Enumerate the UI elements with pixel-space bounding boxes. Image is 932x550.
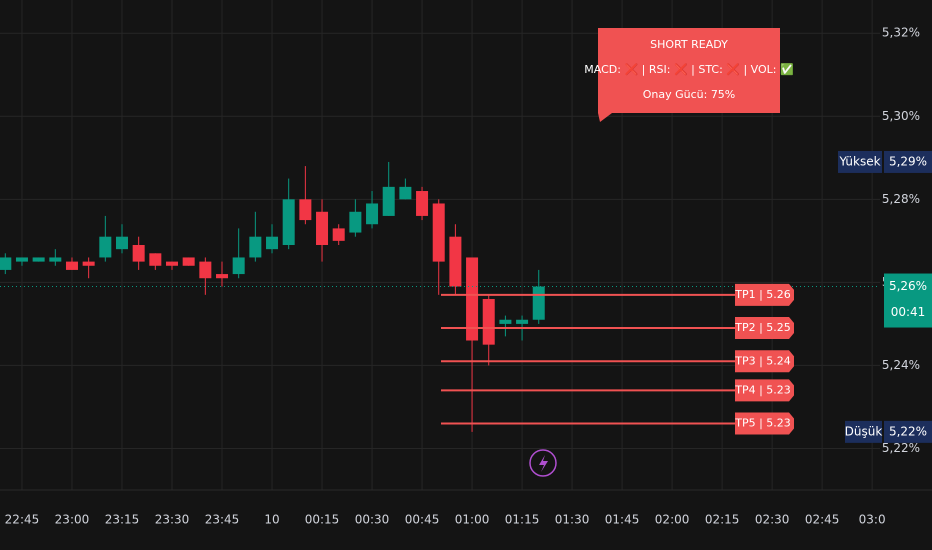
marker-value: 5,22%: [889, 424, 927, 438]
x-tick-label: 01:15: [505, 513, 540, 527]
candle-body: [15, 257, 28, 262]
target-tag: [735, 412, 794, 435]
target-label: TP3 | 5.24: [734, 354, 791, 367]
marker-value-box: [884, 150, 932, 173]
x-tick-label: 00:45: [405, 513, 440, 527]
x-tick-label: 01:45: [605, 513, 640, 527]
candle-body: [149, 253, 162, 266]
target-label: TP2 | 5.25: [734, 321, 791, 334]
signal-box: [598, 28, 780, 122]
candle-body: [82, 261, 95, 266]
x-tick-label: 02:30: [755, 513, 790, 527]
current-price-label: 5,26%: [889, 279, 927, 293]
candle-body: [366, 203, 379, 225]
marker-name: Düşük: [845, 424, 883, 438]
x-tick-label: 10: [264, 513, 279, 527]
candle-body: [482, 298, 495, 345]
candle-body: [49, 257, 62, 262]
plot-area: [0, 161, 880, 432]
current-price-box: [884, 273, 932, 328]
marker-name-box: [838, 150, 882, 173]
axes: 5,32% 5,30% 5,28% 5,26% 5,24% 5,22% 22:45 23:00…: [5, 26, 932, 527]
event-icon[interactable]: [529, 449, 557, 477]
x-tick-label: 00:15: [305, 513, 340, 527]
marker-name: Yüksek: [838, 154, 880, 168]
y-tick-label: 5,24%: [882, 358, 920, 372]
candle-body: [399, 186, 412, 200]
x-tick-label: 02:45: [805, 513, 840, 527]
y-tick-label: 5,30%: [882, 109, 920, 123]
x-tick-label: 01:30: [555, 513, 590, 527]
x-tick-label: 02:00: [655, 513, 690, 527]
marker-name-box: [845, 420, 882, 443]
candle-body: [466, 257, 479, 341]
x-tick-label: 23:30: [155, 513, 190, 527]
marker-value: 5,29%: [889, 154, 927, 168]
y-tick-label: 5,28%: [882, 192, 920, 206]
y-tick-label: 5,32%: [882, 26, 920, 40]
candle-body: [332, 228, 345, 241]
candle-body: [499, 319, 512, 324]
candle-body: [316, 211, 329, 245]
target-tag: [735, 350, 794, 373]
candle-body: [532, 286, 545, 320]
candle-body: [216, 274, 229, 279]
candle-body: [382, 186, 395, 216]
target-label: TP4 | 5.23: [734, 383, 791, 396]
candle-body: [199, 261, 212, 279]
candle-body: [449, 236, 462, 287]
candle-body: [166, 261, 178, 266]
candle-body: [65, 261, 78, 270]
candle-body: [182, 257, 195, 266]
y-tick-label: 5,22%: [882, 441, 920, 455]
x-tick-label: 23:45: [205, 513, 240, 527]
candle-body: [249, 236, 262, 258]
signal-status: MACD: ❌ | RSI: ❌ | STC: ❌ | VOL: ✅: [584, 63, 794, 76]
x-tick-label: 02:15: [705, 513, 740, 527]
x-tick-label: 00:30: [355, 513, 390, 527]
candle-body: [0, 257, 12, 270]
candle-body: [232, 257, 245, 275]
x-tick-label: 01:00: [455, 513, 490, 527]
countdown: 00:41: [891, 305, 926, 319]
target-tag: [735, 379, 794, 402]
target-tag: [735, 283, 794, 306]
target-label: TP1 | 5.26: [734, 288, 791, 301]
candle-body: [516, 319, 529, 324]
candle-body: [349, 211, 362, 233]
marker-value-box: [884, 420, 932, 443]
candle-body: [32, 257, 45, 262]
candle-body: [266, 236, 279, 250]
target-tag: [735, 317, 794, 340]
candle-body: [416, 191, 429, 216]
x-tick-label: 23:15: [105, 513, 140, 527]
signal-strength: Onay Gücü: 75%: [643, 88, 736, 101]
x-tick-label: 03:0: [859, 513, 886, 527]
candle-body: [282, 199, 295, 245]
overlay: SHORT READY MACD: ❌ | RSI: ❌ | STC: ❌ | …: [441, 28, 794, 477]
x-tick-label: 23:00: [55, 513, 90, 527]
candle-body: [299, 199, 312, 221]
candle-body: [132, 245, 145, 262]
lightning: [539, 455, 548, 472]
candle-body: [115, 236, 128, 250]
x-tick-label: 22:45: [5, 513, 40, 527]
signal-title: SHORT READY: [650, 38, 728, 51]
candle-body: [432, 203, 445, 262]
candle-body: [99, 236, 112, 258]
target-label: TP5 | 5.23: [734, 417, 791, 430]
